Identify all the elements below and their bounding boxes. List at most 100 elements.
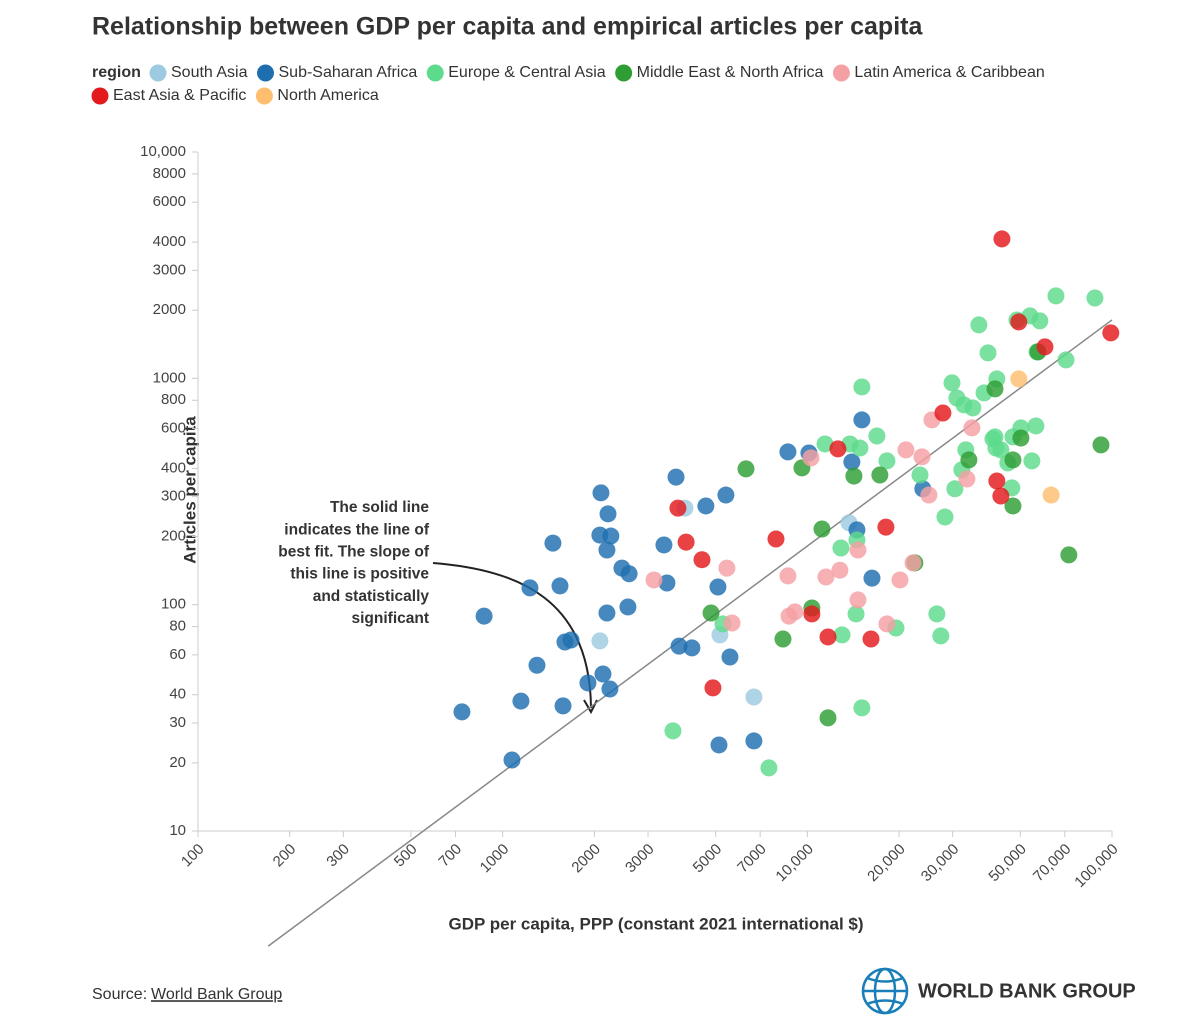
- y-tick-label: 800: [161, 391, 186, 408]
- legend-label: Europe & Central Asia: [448, 64, 606, 81]
- point: [819, 628, 837, 646]
- point: [963, 419, 981, 437]
- point: [453, 703, 471, 721]
- point: [521, 579, 539, 597]
- point: [551, 577, 569, 595]
- x-tick-label: 20,000: [864, 841, 908, 885]
- point: [1057, 351, 1075, 369]
- x-tick-label: 100,000: [1071, 841, 1121, 891]
- point: [745, 732, 763, 750]
- point: [554, 697, 572, 715]
- x-tick-label: 7000: [734, 841, 770, 877]
- point: [843, 453, 861, 471]
- point: [802, 449, 820, 467]
- point: [697, 497, 715, 515]
- point: [803, 605, 821, 623]
- point: [667, 468, 685, 486]
- annotation-line: indicates the line of: [284, 521, 430, 538]
- y-tick-label: 3000: [153, 261, 186, 278]
- point: [817, 568, 835, 586]
- source-link[interactable]: World Bank Group: [151, 986, 282, 1003]
- logo-text: WORLD BANK GROUP: [918, 980, 1136, 1002]
- point: [658, 574, 676, 592]
- y-tick-label: 4000: [153, 233, 186, 250]
- point: [986, 428, 1004, 446]
- y-axis-title: Articles per capita: [180, 416, 199, 564]
- point: [831, 561, 849, 579]
- point: [723, 614, 741, 632]
- point: [853, 411, 871, 429]
- point: [779, 567, 797, 585]
- point: [1004, 497, 1022, 515]
- point: [853, 699, 871, 717]
- point: [829, 440, 847, 458]
- point: [964, 399, 982, 417]
- legend-label: East Asia & Pacific: [113, 87, 246, 104]
- x-tick-label: 50,000: [985, 841, 1029, 885]
- y-tick-label: 400: [161, 459, 186, 476]
- point: [992, 487, 1010, 505]
- y-tick-label: 30: [169, 714, 186, 731]
- point: [832, 539, 850, 557]
- point: [878, 452, 896, 470]
- point: [913, 448, 931, 466]
- point: [928, 605, 946, 623]
- point: [767, 530, 785, 548]
- annotation-line: significant: [351, 610, 429, 627]
- point: [1023, 452, 1041, 470]
- point: [993, 230, 1011, 248]
- legend-title: region: [92, 64, 141, 81]
- point: [598, 604, 616, 622]
- point: [710, 736, 728, 754]
- point: [1086, 289, 1104, 307]
- point: [934, 404, 952, 422]
- point: [737, 460, 755, 478]
- legend-label: North America: [277, 87, 378, 104]
- point: [891, 571, 909, 589]
- point: [1031, 312, 1049, 330]
- x-tick-label: 200: [270, 841, 300, 871]
- legend-swatch: [615, 64, 633, 82]
- point: [911, 466, 929, 484]
- annotation: The solid line indicates the line of best …: [278, 499, 430, 627]
- x-tick-label: 500: [391, 841, 421, 871]
- legend-swatch: [426, 64, 444, 82]
- point: [598, 541, 616, 559]
- annotation-arrow: [432, 562, 592, 709]
- point: [655, 536, 673, 554]
- y-tick-label: 100: [161, 596, 186, 613]
- point: [475, 607, 493, 625]
- point: [721, 648, 739, 666]
- point: [528, 656, 546, 674]
- legend-swatch: [91, 87, 109, 105]
- point: [1010, 313, 1028, 331]
- point: [1010, 370, 1028, 388]
- point: [704, 679, 722, 697]
- point: [669, 499, 687, 517]
- point: [819, 709, 837, 727]
- x-tick-label: 5000: [690, 841, 726, 877]
- point: [1027, 417, 1045, 435]
- y-tick-label: 10,000: [140, 143, 186, 160]
- point: [779, 443, 797, 461]
- legend-swatch: [257, 64, 274, 82]
- point: [992, 441, 1010, 459]
- point: [960, 451, 978, 469]
- legend-swatch: [149, 64, 167, 82]
- point: [851, 439, 869, 457]
- point: [602, 527, 620, 545]
- point: [592, 484, 610, 502]
- fit-line: [267, 319, 1113, 947]
- y-tick-label: 60: [169, 646, 186, 663]
- y-tick-label: 2000: [153, 301, 186, 318]
- point: [1102, 324, 1120, 342]
- point: [717, 486, 735, 504]
- legend-swatch: [832, 64, 850, 82]
- point: [853, 378, 871, 396]
- point: [1092, 436, 1110, 454]
- x-tick-label: 700: [435, 841, 465, 871]
- point: [877, 518, 895, 536]
- point: [958, 470, 976, 488]
- point: [904, 554, 922, 572]
- point: [709, 578, 727, 596]
